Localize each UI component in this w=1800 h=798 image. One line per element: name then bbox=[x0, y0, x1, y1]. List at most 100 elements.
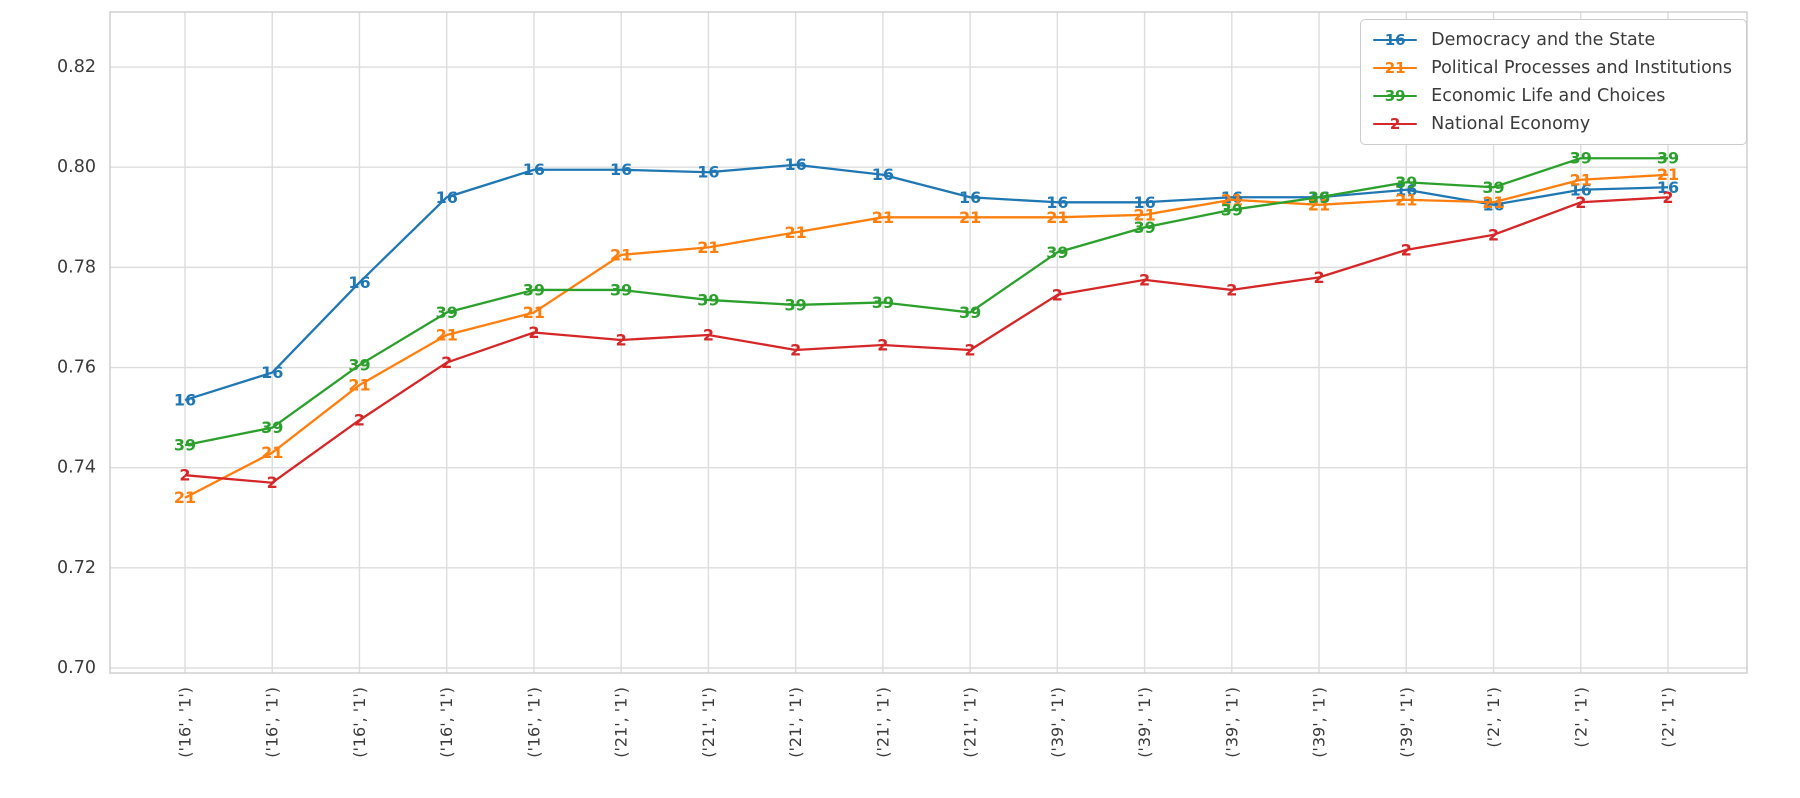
data-point-marker: 21 bbox=[1308, 195, 1330, 214]
data-point-marker: 39 bbox=[1046, 243, 1068, 262]
data-point-marker: 16 bbox=[1133, 193, 1155, 212]
data-point-marker: 21 bbox=[959, 208, 981, 227]
data-point-marker: 21 bbox=[610, 245, 632, 264]
legend-item: 39 Economic Life and Choices bbox=[1373, 85, 1732, 107]
data-point-marker: 39 bbox=[1657, 149, 1679, 168]
x-tick-label: ('21', '1') bbox=[612, 687, 631, 758]
legend-label: National Economy bbox=[1431, 114, 1591, 134]
legend-marker-icon: 2 bbox=[1373, 115, 1418, 133]
legend: 16 Democracy and the State 21 Political … bbox=[1360, 19, 1747, 145]
data-point-marker: 21 bbox=[697, 238, 719, 257]
y-tick-label: 0.78 bbox=[57, 257, 96, 277]
x-tick-label: ('39', '1') bbox=[1310, 687, 1329, 758]
data-point-marker: 16 bbox=[1395, 180, 1417, 199]
x-tick-label: ('2', '1') bbox=[1484, 687, 1503, 748]
data-point-marker: 21 bbox=[523, 303, 545, 322]
legend-marker-icon: 21 bbox=[1373, 59, 1418, 77]
data-point-marker: 2 bbox=[877, 336, 888, 355]
data-point-marker: 39 bbox=[436, 303, 458, 322]
data-point-marker: 16 bbox=[610, 160, 632, 179]
data-point-marker: 2 bbox=[1052, 285, 1063, 304]
data-point-marker: 39 bbox=[1482, 178, 1504, 197]
data-point-marker: 39 bbox=[1133, 218, 1155, 237]
data-point-marker: 21 bbox=[261, 443, 283, 462]
legend-item: 2 National Economy bbox=[1373, 113, 1732, 135]
data-point-marker: 21 bbox=[785, 223, 807, 242]
data-point-marker: 21 bbox=[436, 325, 458, 344]
data-point-marker: 21 bbox=[174, 488, 196, 507]
data-point-marker: 16 bbox=[872, 165, 894, 184]
x-tick-label: ('39', '1') bbox=[1135, 687, 1154, 758]
y-tick-label: 0.76 bbox=[57, 358, 96, 378]
y-tick-label: 0.74 bbox=[57, 458, 96, 478]
data-point-marker: 16 bbox=[785, 155, 807, 174]
data-point-marker: 2 bbox=[267, 473, 278, 492]
x-tick-label: ('16', '1') bbox=[524, 687, 543, 758]
data-point-marker: 39 bbox=[697, 290, 719, 309]
data-point-marker: 16 bbox=[174, 391, 196, 410]
data-point-marker: 39 bbox=[959, 303, 981, 322]
series-line-39 bbox=[184, 157, 1668, 447]
data-point-marker: 16 bbox=[1570, 180, 1592, 199]
data-point-marker: 21 bbox=[1395, 190, 1417, 209]
x-tick-label: ('21', '1') bbox=[699, 687, 718, 758]
x-tick-label: ('16', '1') bbox=[437, 687, 456, 758]
data-point-marker: 39 bbox=[610, 280, 632, 299]
y-tick-label: 0.80 bbox=[57, 157, 96, 177]
data-point-marker: 39 bbox=[785, 295, 807, 314]
data-point-marker: 2 bbox=[703, 325, 714, 344]
data-point-marker: 2 bbox=[1139, 270, 1150, 289]
data-point-marker: 16 bbox=[523, 160, 545, 179]
data-point-marker: 2 bbox=[965, 341, 976, 360]
legend-item: 16 Democracy and the State bbox=[1373, 29, 1732, 51]
data-point-marker: 16 bbox=[1221, 188, 1243, 207]
data-point-marker: 39 bbox=[1221, 200, 1243, 219]
data-point-marker: 39 bbox=[872, 293, 894, 312]
legend-label: Democracy and the State bbox=[1431, 30, 1656, 50]
data-point-marker: 2 bbox=[179, 466, 190, 485]
data-point-marker: 2 bbox=[1488, 225, 1499, 244]
data-point-marker: 39 bbox=[1308, 188, 1330, 207]
data-point-marker: 39 bbox=[174, 436, 196, 455]
data-point-marker: 2 bbox=[1401, 240, 1412, 259]
series-line-2 bbox=[184, 196, 1669, 484]
data-point-marker: 16 bbox=[697, 163, 719, 182]
data-point-marker: 16 bbox=[348, 273, 370, 292]
series-line-16 bbox=[184, 163, 1669, 402]
data-point-marker: 2 bbox=[1226, 280, 1237, 299]
data-point-marker: 2 bbox=[616, 330, 627, 349]
x-tick-label: ('21', '1') bbox=[961, 687, 980, 758]
y-tick-label: 0.72 bbox=[57, 558, 96, 578]
x-tick-label: ('2', '1') bbox=[1571, 687, 1590, 748]
data-point-marker: 21 bbox=[1482, 193, 1504, 212]
x-tick-label: ('39', '1') bbox=[1048, 687, 1067, 758]
y-tick-label: 0.82 bbox=[57, 57, 96, 77]
legend-item: 21 Political Processes and Institutions bbox=[1373, 57, 1732, 79]
data-point-marker: 2 bbox=[1575, 193, 1586, 212]
x-tick-label: ('16', '1') bbox=[350, 687, 369, 758]
legend-label: Political Processes and Institutions bbox=[1431, 58, 1732, 78]
data-point-marker: 16 bbox=[1046, 193, 1068, 212]
data-point-marker: 16 bbox=[959, 188, 981, 207]
data-point-marker: 21 bbox=[872, 208, 894, 227]
data-point-marker: 2 bbox=[1662, 188, 1673, 207]
legend-label: Economic Life and Choices bbox=[1431, 86, 1666, 106]
data-point-marker: 39 bbox=[348, 356, 370, 375]
x-tick-label: ('21', '1') bbox=[786, 687, 805, 758]
legend-marker-icon: 39 bbox=[1373, 87, 1418, 105]
data-point-marker: 21 bbox=[1570, 170, 1592, 189]
x-tick-label: ('16', '1') bbox=[263, 687, 282, 758]
data-point-marker: 21 bbox=[1657, 165, 1679, 184]
y-tick-label: 0.70 bbox=[57, 658, 96, 678]
data-point-marker: 2 bbox=[1313, 268, 1324, 287]
plot-border bbox=[109, 11, 1748, 674]
data-point-marker: 21 bbox=[1133, 205, 1155, 224]
data-point-marker: 39 bbox=[261, 418, 283, 437]
data-point-marker: 21 bbox=[348, 376, 370, 395]
data-point-marker: 16 bbox=[261, 363, 283, 382]
x-tick-label: ('39', '1') bbox=[1397, 687, 1416, 758]
data-point-marker: 2 bbox=[790, 341, 801, 360]
series-line-21 bbox=[184, 173, 1669, 499]
